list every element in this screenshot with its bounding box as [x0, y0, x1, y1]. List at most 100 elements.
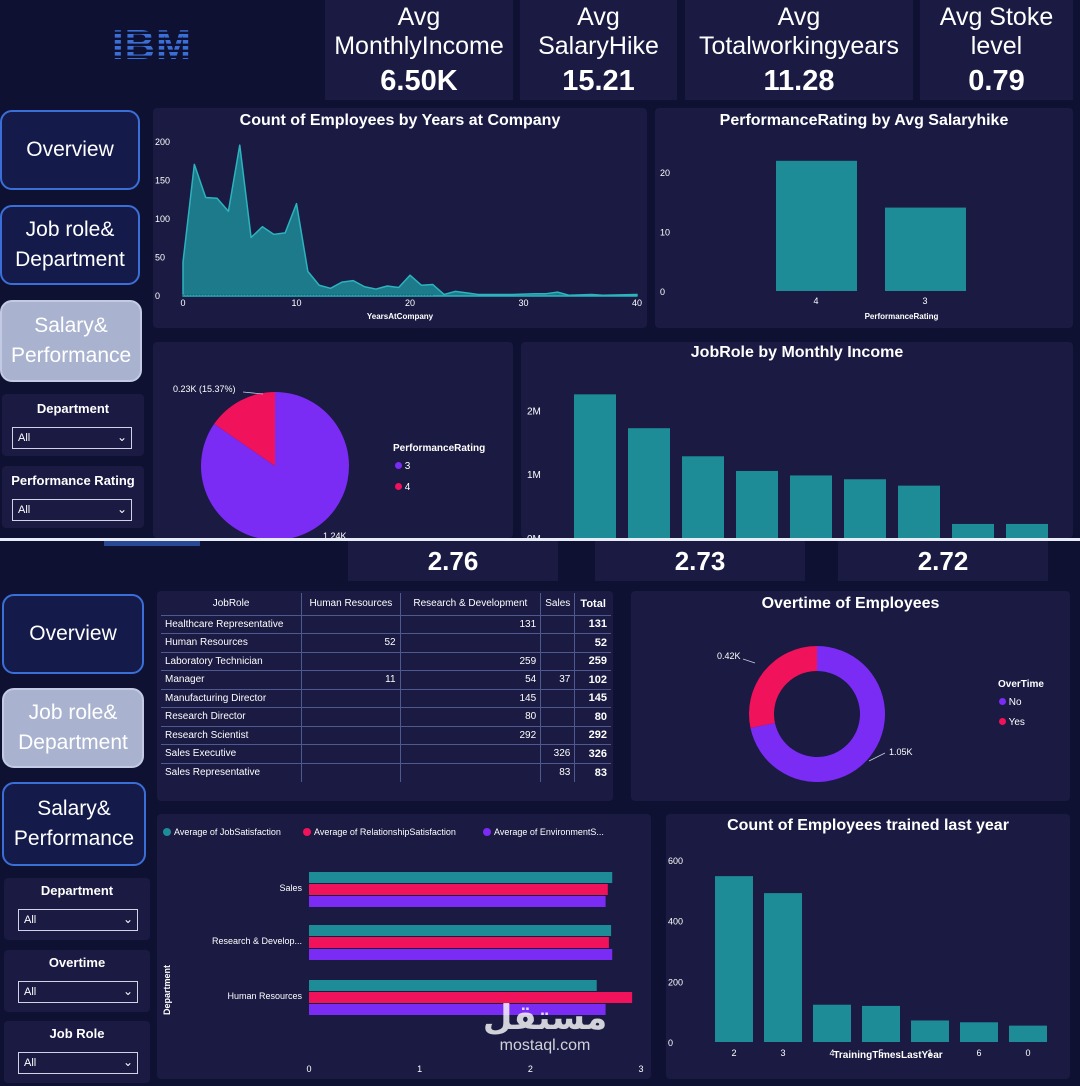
- total-cell: 259: [574, 651, 611, 671]
- nav-salary-button[interactable]: Salary& Performance: [0, 300, 142, 382]
- chevron-down-icon: ⌄: [116, 430, 127, 444]
- chevron-down-icon: ⌄: [122, 984, 133, 998]
- y-tick-label: 0: [660, 287, 665, 297]
- table-row: Sales Representative 83 83: [161, 762, 611, 782]
- pie-label-large: 1.24K: [323, 531, 347, 541]
- jobrole-dropdown[interactable]: All ⌄: [18, 1052, 138, 1074]
- kpi-value: 11.28: [763, 64, 835, 97]
- years-area-svg: 200 150 100 50 0 0 10 20 30 40: [155, 137, 642, 308]
- kpi-value: 2.73: [674, 545, 726, 576]
- legend-label: 4: [404, 482, 411, 493]
- value-cell: 326: [540, 744, 576, 763]
- y-tick-label: Sales: [279, 883, 302, 893]
- ibm-logo: IBM: [104, 21, 200, 68]
- x-tick-label: 10: [291, 298, 301, 308]
- chart-title: Count of Employees by Years at Company: [239, 112, 561, 129]
- x-tick-label: 5: [878, 1048, 883, 1058]
- column-header: Sales: [540, 593, 576, 615]
- screenshot-divider: [0, 538, 1080, 541]
- bar: [911, 1020, 949, 1042]
- bar: [309, 925, 612, 936]
- y-tick-label: 1M: [527, 470, 541, 481]
- nav-overview-button[interactable]: Overview: [0, 110, 140, 190]
- y-tick-label: Human Resources: [227, 991, 302, 1001]
- bar: [309, 980, 597, 991]
- total-cell: 131: [574, 614, 611, 634]
- slicer-title: Performance Rating: [11, 473, 135, 488]
- overtime-dropdown[interactable]: All ⌄: [18, 981, 138, 1003]
- satisfaction-bar-svg: Average of JobSatisfaction Average of Rel…: [162, 827, 644, 1074]
- chevron-down-icon: ⌄: [122, 1055, 133, 1069]
- chart-title: Count of Employees trained last year: [727, 817, 1009, 834]
- performance-dropdown[interactable]: All ⌄: [12, 499, 132, 521]
- value-cell: [400, 762, 542, 782]
- nav-overview-button[interactable]: Overview: [2, 594, 144, 674]
- slicer-title: Department: [36, 401, 110, 416]
- nav-jobrole-button[interactable]: Job role& Department: [2, 688, 144, 768]
- department-dropdown[interactable]: All ⌄: [12, 427, 132, 449]
- value-cell: [540, 707, 576, 726]
- ibm-logo-text: IBM: [112, 22, 192, 64]
- bar: [885, 207, 966, 291]
- kpi-value: 15.21: [562, 64, 635, 97]
- bar: [715, 876, 753, 1042]
- table-row: Laboratory Technician 259 259: [161, 651, 611, 671]
- department-dropdown[interactable]: All ⌄: [18, 909, 138, 931]
- bar: [776, 160, 857, 291]
- performance-pie-svg: [201, 391, 349, 538]
- table-row: Human Resources 52 52: [161, 633, 611, 652]
- slicer-title: Department: [40, 883, 114, 898]
- column-header: Research & Development: [400, 593, 542, 615]
- value-cell: 54: [400, 670, 542, 689]
- chart-title: PerformanceRating by Avg Salaryhike: [719, 112, 1009, 129]
- value-cell: [540, 633, 576, 652]
- jobrole-income-chart: JobRole by Monthly Income 2M 1M 0M: [521, 342, 1073, 538]
- kpi-card-stock-level: Avg Stoke level 0.79: [920, 0, 1073, 100]
- bar: [898, 485, 940, 538]
- row-label-cell: Laboratory Technician: [161, 651, 303, 671]
- dropdown-value: All: [24, 986, 37, 998]
- total-cell: 83: [574, 762, 611, 782]
- y-tick-label: 200: [155, 137, 170, 147]
- nav-jobrole-button[interactable]: Job role& Department: [0, 205, 140, 285]
- performance-pie-chart: 0.23K (15.37%) 1.24K PerformanceRating 3…: [153, 342, 513, 541]
- value-cell: [301, 744, 401, 763]
- value-cell: 259: [400, 651, 542, 671]
- value-cell: 83: [540, 762, 576, 782]
- nav-label: Overview: [29, 622, 117, 645]
- x-axis-title: TrainingTimesLastYear: [833, 1050, 943, 1061]
- table-row: Research Scientist 292 292: [161, 725, 611, 745]
- nav-salary-button[interactable]: Salary& Performance: [2, 782, 146, 866]
- bar: [960, 1022, 998, 1042]
- value-cell: [301, 614, 401, 634]
- row-label-cell: Manager: [161, 670, 303, 689]
- table-header-row: JobRole Human Resources Research & Devel…: [161, 593, 611, 615]
- row-label-cell: Sales Representative: [161, 762, 303, 782]
- value-cell: [540, 651, 576, 671]
- x-tick-label: 3: [780, 1048, 785, 1058]
- x-tick-label: 30: [518, 298, 528, 308]
- leader-line: [242, 391, 264, 395]
- value-cell: 37: [540, 670, 576, 689]
- perf-salaryhike-chart: PerformanceRating by Avg Salaryhike 20 10…: [655, 108, 1073, 328]
- column-header: Human Resources: [301, 593, 401, 615]
- row-label-cell: Manufacturing Director: [161, 688, 303, 708]
- jobrole-slicer: Job Role All ⌄: [4, 1021, 150, 1083]
- jobrole-matrix-card: JobRole Human Resources Research & Devel…: [157, 591, 613, 801]
- income-bar-svg: 2M 1M 0M: [527, 394, 1048, 538]
- y-tick-label: 20: [660, 168, 670, 178]
- bar: [309, 1004, 606, 1015]
- table-row: Healthcare Representative 131 131: [161, 614, 611, 634]
- x-tick-label: 4: [829, 1048, 834, 1058]
- mostaql-watermark: مستقل mostaql.com: [470, 999, 620, 1055]
- donut-segment: [750, 646, 885, 782]
- x-tick-label: 1: [927, 1048, 932, 1058]
- nav-label: Job role& Department: [18, 701, 128, 754]
- bar: [844, 479, 886, 538]
- legend-label: 3: [404, 461, 411, 472]
- value-cell: [301, 707, 401, 726]
- bar: [682, 456, 724, 538]
- x-axis-title: PerformanceRating: [864, 312, 939, 321]
- years-at-company-chart: Count of Employees by Years at Company 2…: [153, 108, 647, 328]
- kpi-label: Avg Stoke level: [939, 2, 1054, 60]
